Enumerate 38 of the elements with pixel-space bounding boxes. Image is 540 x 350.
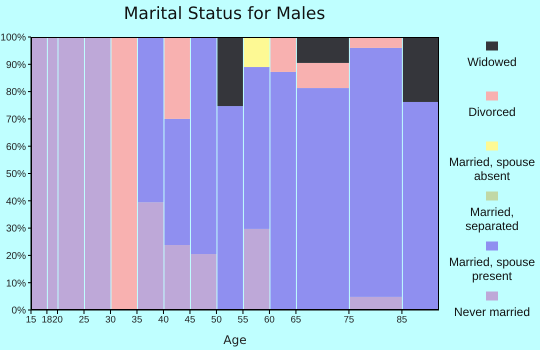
legend-label: Married, separated — [464, 205, 520, 233]
y-tick-label: 90% — [6, 60, 26, 71]
legend-label: Never married — [452, 305, 532, 319]
bar — [111, 37, 137, 310]
bar — [244, 37, 270, 68]
x-axis-title: Age — [223, 333, 247, 347]
x-tick-label: 15 — [26, 314, 36, 326]
legend-label: Married, spouse absent — [448, 155, 536, 183]
x-tick-label: 30 — [105, 314, 116, 326]
x-tick-label: 35 — [132, 314, 142, 326]
x-tick-label: 75 — [344, 314, 354, 326]
y-tick-label: 80% — [6, 87, 26, 98]
y-tick-label: 20% — [6, 250, 26, 262]
x-tick-label: 60 — [264, 314, 275, 326]
bar — [244, 228, 270, 310]
x-tick-label: 45 — [184, 314, 196, 326]
x-tick-label: 25 — [78, 314, 90, 326]
x-tick-label: 50 — [211, 314, 222, 326]
x-tick-label: 55 — [238, 314, 248, 326]
y-tick-label: 100% — [0, 32, 26, 44]
x-tick-label: 65 — [290, 314, 302, 326]
x-tick-label: 40 — [158, 314, 169, 326]
y-tick-label: 40% — [6, 196, 26, 208]
bar — [402, 37, 439, 102]
legend-label: Widowed — [466, 55, 518, 69]
y-tick-label: 10% — [6, 278, 26, 290]
legend-label: Divorced — [467, 105, 517, 119]
x-tick-label: 20 — [52, 314, 63, 326]
x-tick-label: 18 — [42, 314, 52, 326]
y-tick-label: 0% — [12, 306, 26, 317]
x-tick-label: 85 — [396, 314, 408, 326]
bar — [164, 37, 190, 119]
y-tick-label: 30% — [6, 224, 26, 235]
legend-label: Married, spouse present — [448, 255, 536, 283]
y-tick-label: 50% — [6, 169, 26, 180]
chart-title: Marital Status for Males — [122, 4, 326, 24]
y-tick-label: 70% — [6, 114, 26, 126]
y-tick-label: 60% — [6, 142, 26, 153]
